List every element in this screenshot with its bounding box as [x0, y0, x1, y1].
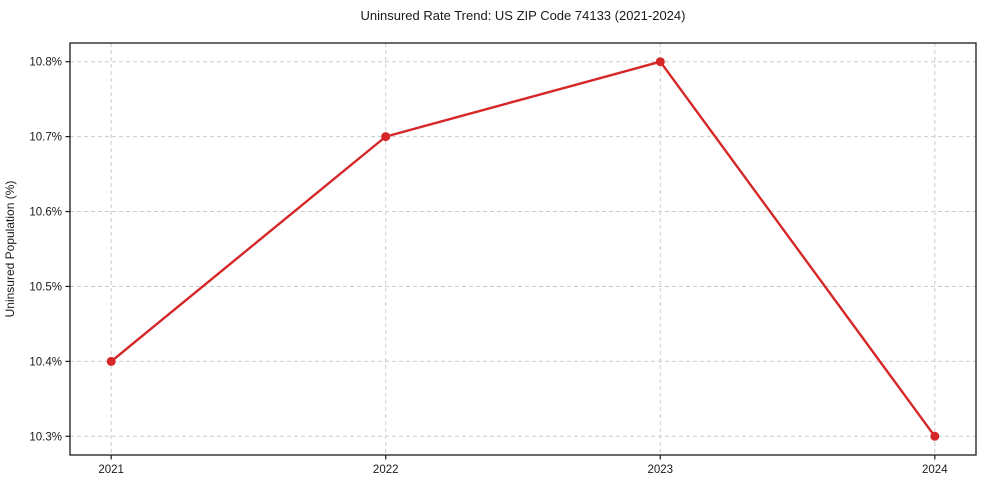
data-point-marker: [381, 132, 391, 142]
x-tick-label: 2023: [647, 464, 673, 476]
x-tick-label: 2024: [922, 464, 948, 476]
y-axis-label: Uninsured Population (%): [3, 181, 17, 318]
data-point-marker: [930, 431, 940, 441]
y-tick-label: 10.7%: [29, 132, 62, 144]
data-point-marker: [106, 356, 116, 366]
x-tick-label: 2021: [98, 464, 124, 476]
y-tick-label: 10.8%: [29, 57, 62, 69]
series-line: [110, 60, 936, 438]
chart-title: Uninsured Rate Trend: US ZIP Code 74133 …: [360, 8, 686, 23]
y-tick-label: 10.6%: [29, 207, 62, 219]
x-tick-label: 2022: [373, 464, 399, 476]
y-tick-label: 10.4%: [29, 356, 62, 368]
data-point-marker: [655, 57, 665, 67]
plot-area: 10.3% 10.4% 10.5% 10.6% 10.7% 10.8% 2021 2022 20…: [29, 42, 977, 476]
y-tick-label: 10.5%: [29, 281, 62, 293]
plot-border: [69, 42, 977, 456]
y-tick-label: 10.3%: [29, 431, 62, 443]
